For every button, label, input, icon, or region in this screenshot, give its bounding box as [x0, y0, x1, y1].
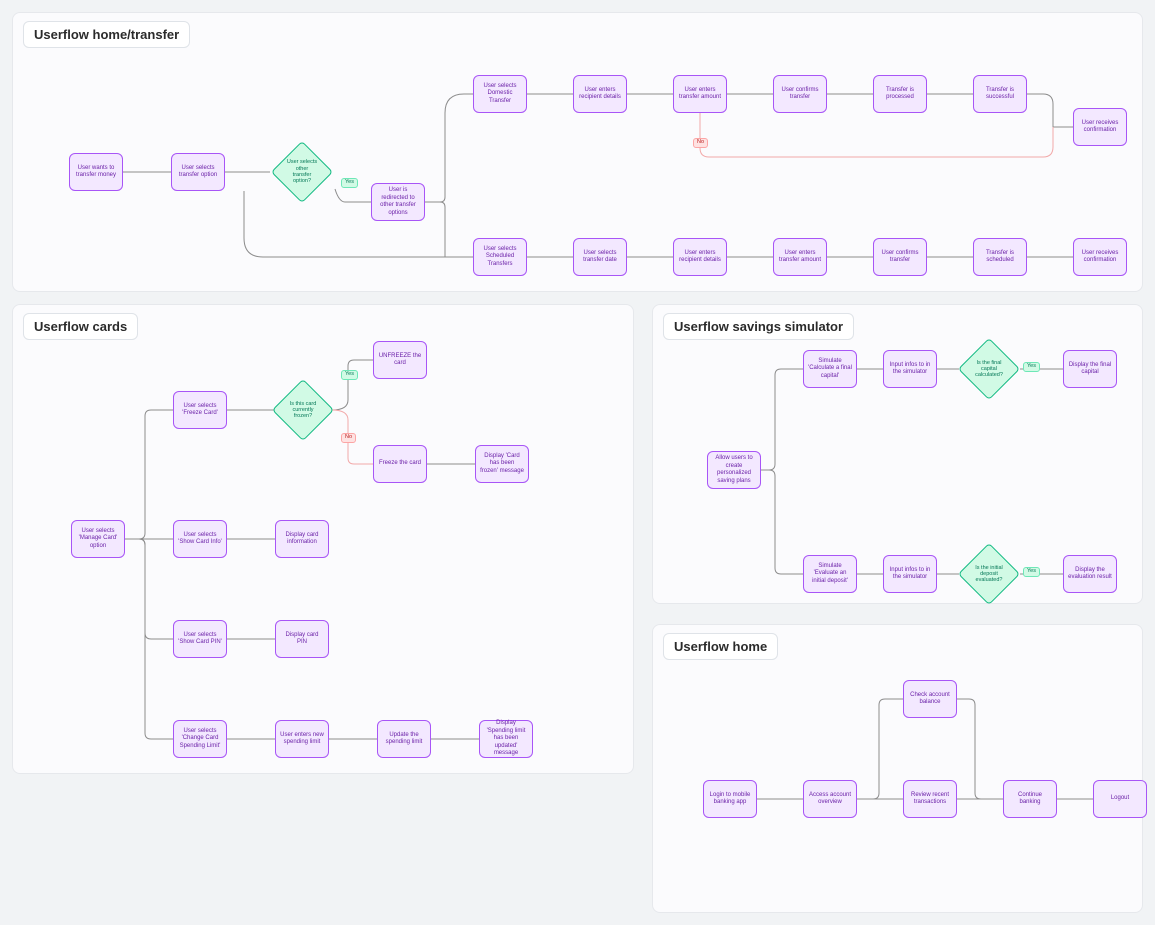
- node-t-recp: User enters recipient details: [573, 75, 627, 113]
- node-t-opt: User selects transfer option: [171, 153, 225, 191]
- node-h-cont: Continue banking: [1003, 780, 1057, 818]
- node-s-in2: Input infos to in the simulator: [883, 555, 937, 593]
- node-c-showinfo: Display card information: [275, 520, 329, 558]
- panel-savings: Userflow savings simulator Allow users t…: [652, 304, 1143, 604]
- decision-c-frozen: Is this card currently frozen?: [272, 379, 334, 441]
- node-s-plan: Allow users to create personalized savin…: [707, 451, 761, 489]
- node-t-recp2: User enters recipient details: [673, 238, 727, 276]
- panel-title-cards: Userflow cards: [23, 313, 138, 340]
- decision-s2: Is the initial deposit evaluated?: [958, 543, 1020, 605]
- node-c-limmsg: Display 'Spending limit has been updated…: [479, 720, 533, 758]
- node-c-manage: User selects 'Manage Card' option: [71, 520, 125, 558]
- node-h-over: Access account overview: [803, 780, 857, 818]
- node-h-tx: Review recent transactions: [903, 780, 957, 818]
- node-c-limit: User selects 'Change Card Spending Limit…: [173, 720, 227, 758]
- panel-title-savings: Userflow savings simulator: [663, 313, 854, 340]
- node-s-eval: Simulate 'Evaluate an initial deposit': [803, 555, 857, 593]
- node-t-want: User wants to transfer money: [69, 153, 123, 191]
- node-t-date: User selects transfer date: [573, 238, 627, 276]
- node-t-amt: User enters transfer amount: [673, 75, 727, 113]
- node-t-rcvconf: User receives confirmation: [1073, 108, 1127, 146]
- panel-title-home: Userflow home: [663, 633, 778, 660]
- badge-no-t: No: [693, 138, 708, 148]
- node-t-sched: User selects Scheduled Transfers: [473, 238, 527, 276]
- node-c-unfreeze: UNFREEZE the card: [373, 341, 427, 379]
- badge-yes-s2: Yes: [1023, 567, 1040, 577]
- edges-home: [653, 625, 1142, 912]
- node-h-bal: Check account balance: [903, 680, 957, 718]
- node-c-newlim: User enters new spending limit: [275, 720, 329, 758]
- node-t-succ: Transfer is successful: [973, 75, 1027, 113]
- badge-yes-t: Yes: [341, 178, 358, 188]
- panel-cards: Userflow cards User selects 'Manage Card…: [12, 304, 634, 774]
- node-t-redirect: User is redirected to other transfer opt…: [371, 183, 425, 221]
- node-s-out2: Display the evaluation result: [1063, 555, 1117, 593]
- node-t-amt2: User enters transfer amount: [773, 238, 827, 276]
- node-h-logout: Logout: [1093, 780, 1147, 818]
- node-c-pin: User selects 'Show Card PIN': [173, 620, 227, 658]
- node-c-msg: Display 'Card has been frozen' message: [475, 445, 529, 483]
- node-s-out1: Display the final capital: [1063, 350, 1117, 388]
- node-h-login: Login to mobile banking app: [703, 780, 757, 818]
- node-t-conf: User confirms transfer: [773, 75, 827, 113]
- node-t-proc: Transfer is processed: [873, 75, 927, 113]
- canvas: Userflow home/transfer User wants to tra…: [12, 12, 1143, 913]
- node-t-rcvconf2: User receives confirmation: [1073, 238, 1127, 276]
- badge-yes-s1: Yes: [1023, 362, 1040, 372]
- node-t-dom: User selects Domestic Transfer: [473, 75, 527, 113]
- node-c-showpin: Display card PIN: [275, 620, 329, 658]
- node-c-frz: Freeze the card: [373, 445, 427, 483]
- panel-home: Userflow home Login to mobile banking ap…: [652, 624, 1143, 913]
- badge-no-c: No: [341, 433, 356, 443]
- node-c-freeze: User selects 'Freeze Card': [173, 391, 227, 429]
- panel-transfer: Userflow home/transfer User wants to tra…: [12, 12, 1143, 292]
- badge-yes-c: Yes: [341, 370, 358, 380]
- node-t-conf2: User confirms transfer: [873, 238, 927, 276]
- decision-t-other: User selects other transfer option?: [271, 141, 333, 203]
- node-s-in1: Input infos to in the simulator: [883, 350, 937, 388]
- decision-s1: Is the final capital calculated?: [958, 338, 1020, 400]
- panel-title-transfer: Userflow home/transfer: [23, 21, 190, 48]
- node-s-calc: Simulate 'Calculate a final capital': [803, 350, 857, 388]
- node-c-updlim: Update the spending limit: [377, 720, 431, 758]
- node-c-info: User selects 'Show Card Info': [173, 520, 227, 558]
- node-t-schedd: Transfer is scheduled: [973, 238, 1027, 276]
